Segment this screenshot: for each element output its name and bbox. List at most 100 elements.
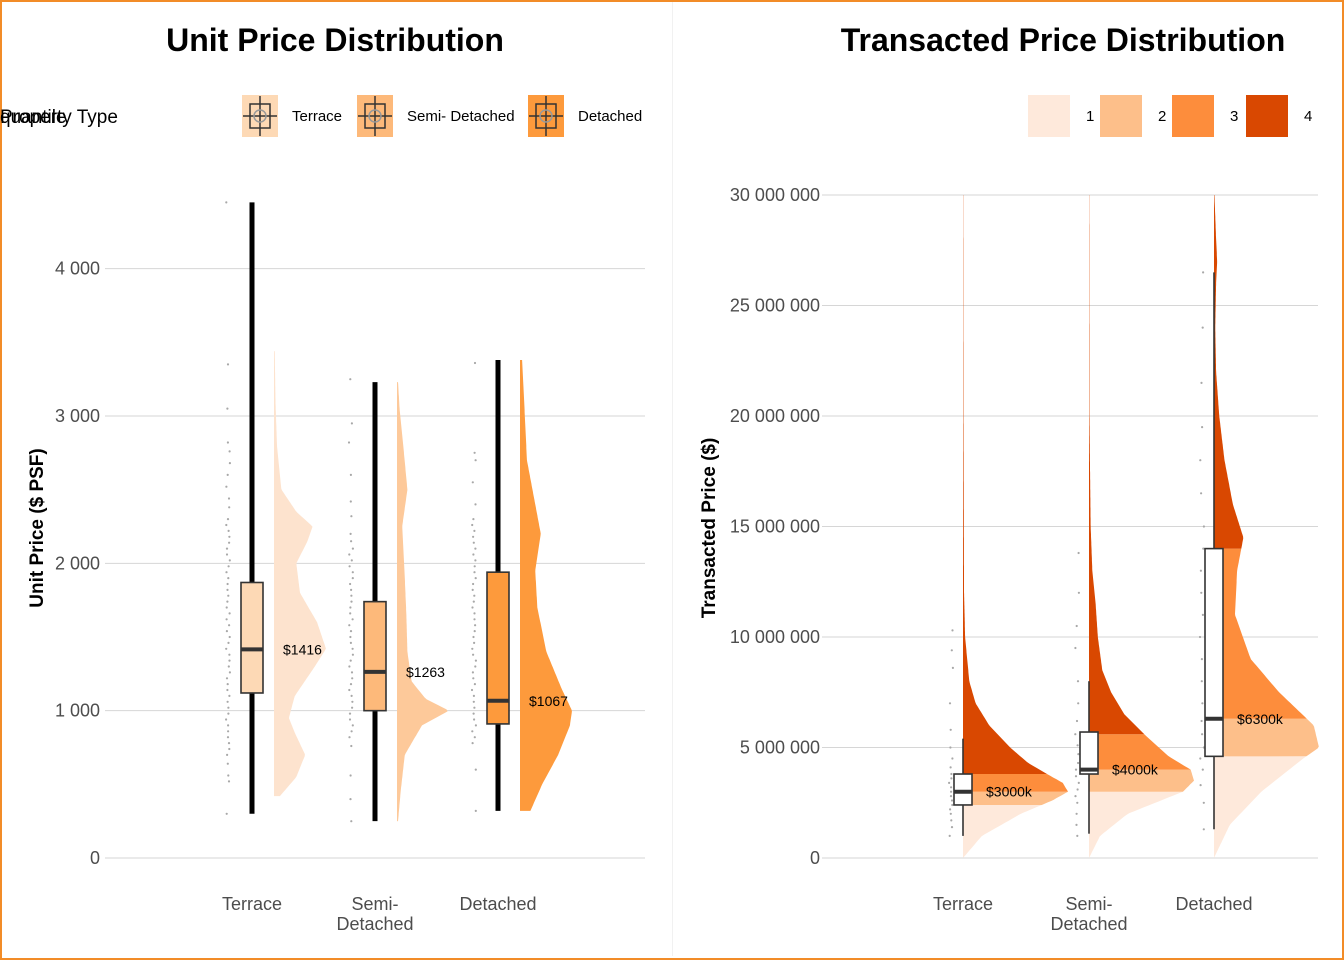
data-point [471,671,474,674]
data-point [228,624,231,627]
data-point [226,582,229,586]
density-quantile-1 [963,804,1042,858]
y-tick-label: 20 000 000 [730,406,820,426]
data-point [1074,775,1078,778]
median-label: $1416 [283,641,322,657]
legend-title: quantile [0,107,67,128]
data-point [1201,326,1204,329]
data-point [472,677,475,680]
data-point [225,618,228,621]
data-point [1077,761,1080,765]
legend-key-point [368,109,382,123]
density-cloud [274,351,326,797]
y-tick-label: 0 [90,848,100,868]
data-point [471,606,474,609]
data-point [1200,719,1203,723]
data-point [471,647,474,650]
y-tick-label: 2 000 [55,553,100,573]
box-iqr [1204,547,1224,758]
y-tick-label: 3 000 [55,406,100,426]
data-point [1198,635,1202,639]
data-point [473,451,476,454]
data-point [474,459,477,462]
data-point [473,565,476,568]
median-label: $1067 [529,693,568,709]
density-cloud [397,382,448,822]
data-point [950,649,953,652]
transacted-price-panel: Transacted Price Distribution Transacted… [0,22,1319,934]
x-tick-label: Semi- [351,894,398,914]
data-point [350,588,353,592]
y-tick-label: 4 000 [55,259,100,279]
data-point [473,630,476,633]
data-point [351,618,354,621]
data-point [225,571,228,574]
data-point [472,518,475,521]
median-label: $6300k [1237,711,1284,727]
data-point [1077,781,1080,785]
unit-price-ylabel: Unit Price ($ PSF) [27,448,48,607]
data-point [225,630,228,633]
data-point [225,201,228,204]
data-point [1201,702,1204,705]
data-point [227,712,230,715]
data-point [474,577,477,580]
data-point [227,594,230,597]
x-tick-label: Detached [459,894,536,914]
y-tick-label: 1 000 [55,701,100,721]
data-point [472,600,475,603]
data-point [473,683,476,686]
y-tick-label: 5 000 000 [740,738,820,758]
data-point [471,481,474,484]
data-point [951,803,954,807]
data-point [228,747,231,751]
data-point [228,450,231,453]
data-point [472,553,475,556]
data-point [1202,525,1205,528]
data-point [1202,801,1205,804]
data-point [348,688,351,692]
data-point [1201,768,1204,771]
density-quantile-3 [963,774,1068,792]
data-point [1076,680,1080,683]
data-point [350,730,353,733]
y-tick-label: 30 000 000 [730,185,820,205]
data-point [950,772,953,776]
data-point [1076,744,1079,747]
data-point [474,665,477,668]
x-tick-label: Semi- [1065,894,1112,914]
data-point [349,630,353,633]
density-quantile-1 [1214,756,1307,858]
y-tick-label: 15 000 000 [730,517,820,537]
median-label: $1263 [406,664,445,680]
data-point [349,612,352,615]
legend-key [1172,95,1214,137]
data-point [228,635,231,639]
data-point [349,473,352,476]
y-tick-label: 25 000 000 [730,296,820,316]
data-point [227,742,231,745]
data-point [226,441,229,444]
data-point [226,363,230,366]
x-tick-label: Detached [1050,914,1127,934]
data-point [1077,591,1080,594]
data-point [351,547,354,550]
data-point [225,812,228,815]
data-point [228,506,231,509]
data-point [225,547,229,550]
data-point [350,540,353,543]
x-tick-label: Detached [336,914,413,934]
data-point [950,826,954,829]
data-point [226,407,229,410]
data-point [228,653,231,656]
data-point [225,677,229,680]
legend-key [1100,95,1142,137]
data-point [473,571,476,574]
data-point [474,768,477,771]
data-point [227,665,230,668]
data-point [470,688,474,692]
data-point [949,766,952,769]
density-quantile-3 [1089,734,1191,770]
data-point [1077,702,1080,705]
data-point [227,780,231,783]
